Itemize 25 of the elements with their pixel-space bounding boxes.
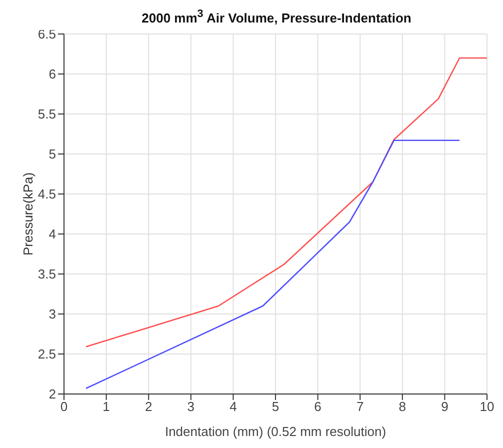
x-tick-label: 3: [187, 399, 195, 414]
y-tick-label: 5: [48, 146, 56, 162]
y-tick-label: 4.5: [38, 186, 56, 202]
x-axis-title: Indentation (mm) (0.52 mm resolution): [164, 424, 386, 439]
x-tick-label: 0: [60, 399, 68, 414]
y-tick-label: 4: [48, 226, 56, 242]
x-tick-label: 5: [272, 399, 280, 414]
x-tick-label: 7: [356, 399, 364, 414]
y-tick-label: 3.5: [38, 266, 56, 282]
y-axis-title: Pressure(kPa): [20, 172, 36, 256]
x-tick-label: 9: [441, 399, 448, 414]
x-tick-label: 1: [102, 399, 110, 414]
y-tick-label: 6: [48, 66, 56, 82]
chart-title: 2000 mm$^{3}$ Air Volume, Pressure-Indentation: [142, 8, 412, 26]
x-tick-label: 2: [144, 399, 152, 414]
y-tick-label: 3: [48, 306, 56, 322]
x-tick-label: 6: [314, 399, 322, 414]
x-tick-label: 10: [480, 399, 494, 414]
x-tick-label: 4: [230, 399, 237, 414]
line-series: [85, 140, 460, 390]
x-tick-label: 8: [398, 399, 406, 414]
line-series: [85, 57, 487, 348]
y-tick-label: 2.5: [38, 346, 56, 362]
y-tick-label: 5.5: [38, 106, 56, 122]
y-tick-label: 2: [48, 386, 56, 402]
